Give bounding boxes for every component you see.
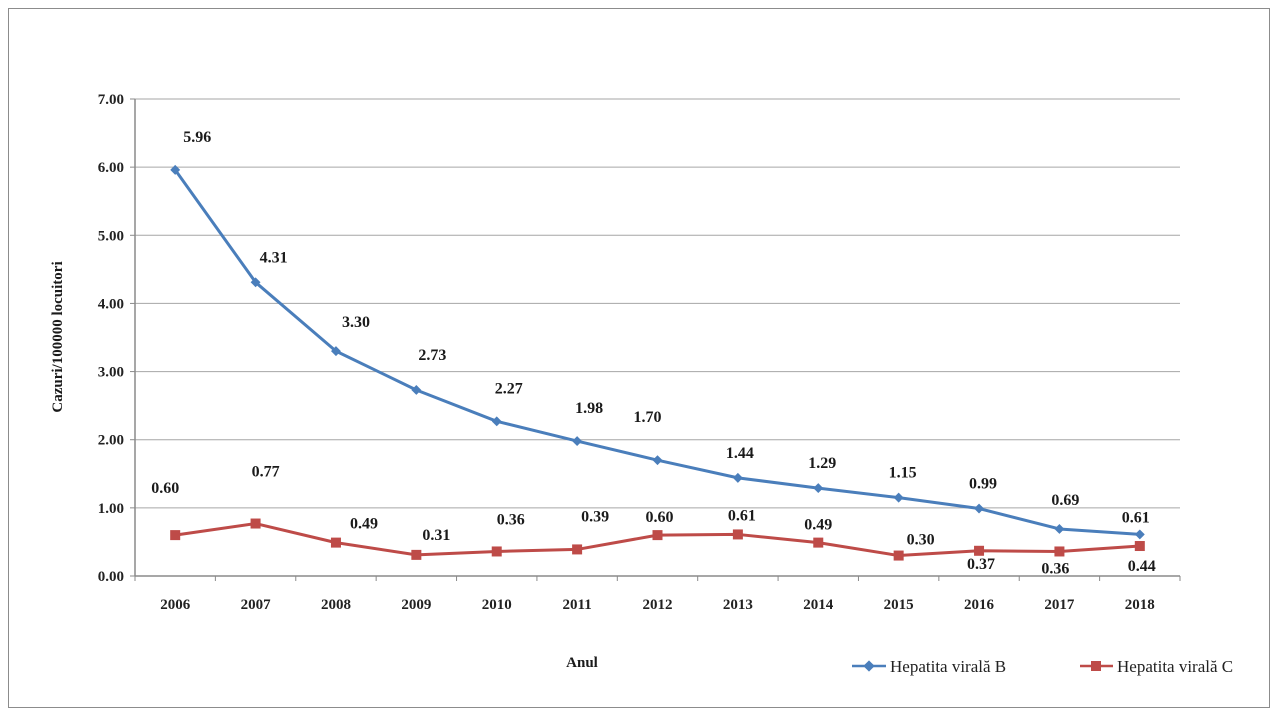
data-point xyxy=(974,545,985,556)
data-label: 0.37 xyxy=(967,556,995,573)
legend-marker-hepatita-b xyxy=(863,660,875,672)
x-axis-title: Anul xyxy=(566,655,598,671)
y-axis-title: Cazuri/100000 locuitori xyxy=(50,261,66,412)
legend-label-hepatita-c: Hepatita virală C xyxy=(1117,657,1233,676)
data-label: 0.44 xyxy=(1128,558,1156,575)
data-label: 2.73 xyxy=(418,347,446,364)
series-group xyxy=(170,164,1145,561)
x-tick-label: 2014 xyxy=(803,597,834,613)
data-point xyxy=(813,537,824,548)
data-point xyxy=(1134,541,1145,552)
data-label: 0.49 xyxy=(350,516,378,533)
legend-label-hepatita-b: Hepatita virală B xyxy=(890,657,1006,676)
grid-lines xyxy=(130,98,1181,581)
data-label: 1.98 xyxy=(575,400,603,417)
data-label: 5.96 xyxy=(183,129,211,146)
data-point xyxy=(330,537,341,548)
data-label: 0.49 xyxy=(804,517,832,534)
y-tick-label: 0.00 xyxy=(98,569,124,585)
data-point xyxy=(1054,524,1065,534)
data-point xyxy=(170,164,181,175)
data-label: 0.31 xyxy=(422,527,450,544)
data-point xyxy=(1054,546,1065,557)
data-point xyxy=(893,492,904,503)
data-label: 3.30 xyxy=(342,314,370,331)
data-label: 0.36 xyxy=(497,511,525,528)
data-point xyxy=(1134,529,1145,540)
data-label: 0.69 xyxy=(1051,492,1079,509)
x-tick-label: 2012 xyxy=(643,597,673,613)
data-point xyxy=(491,416,502,427)
data-point xyxy=(652,530,663,541)
data-label: 0.60 xyxy=(151,480,179,497)
data-point xyxy=(652,455,663,466)
data-labels: 5.96 4.31 3.30 2.73 2.27 1.98 1.70 1.44 1.29 1.15… xyxy=(151,129,1156,578)
data-point xyxy=(170,530,181,541)
data-label: 1.15 xyxy=(889,465,917,482)
data-label: 0.99 xyxy=(969,476,997,493)
data-label: 1.70 xyxy=(634,409,662,426)
y-tick-label: 1.00 xyxy=(98,501,124,517)
x-tick-label: 2006 xyxy=(160,597,191,613)
data-point xyxy=(411,549,422,560)
data-point xyxy=(411,385,422,395)
data-point xyxy=(572,544,583,555)
y-tick-label: 2.00 xyxy=(98,433,124,449)
legend: Hepatita virală B Hepatita virală C xyxy=(852,657,1233,676)
x-tick-label: 2010 xyxy=(482,597,512,613)
data-point xyxy=(250,518,261,529)
legend-marker-hepatita-c xyxy=(1091,661,1101,671)
x-tick-label: 2017 xyxy=(1044,597,1075,613)
x-tick-label: 2008 xyxy=(321,597,351,613)
data-label: 0.36 xyxy=(1041,560,1069,577)
y-tick-label: 6.00 xyxy=(98,160,124,176)
x-tick-label: 2013 xyxy=(723,597,753,613)
x-tick-label: 2018 xyxy=(1125,597,1155,613)
y-tick-label: 3.00 xyxy=(98,365,124,381)
data-label: 4.31 xyxy=(260,249,288,266)
x-axis-tick-labels: 2006 2007 2008 2009 2010 2011 2012 2013 2014 2015… xyxy=(160,597,1155,613)
x-tick-label: 2007 xyxy=(241,597,272,613)
y-tick-label: 4.00 xyxy=(98,296,124,312)
data-label: 1.44 xyxy=(726,445,754,462)
y-tick-label: 7.00 xyxy=(98,92,124,108)
data-point xyxy=(893,550,904,561)
x-tick-label: 2009 xyxy=(401,597,431,613)
x-tick-label: 2016 xyxy=(964,597,995,613)
data-point xyxy=(331,346,341,357)
data-label: 0.77 xyxy=(252,464,280,481)
data-label: 0.30 xyxy=(907,532,935,549)
data-label: 2.27 xyxy=(495,380,523,397)
y-tick-label: 5.00 xyxy=(98,228,124,244)
legend-item-hepatita-b: Hepatita virală B xyxy=(852,657,1006,676)
data-label: 1.29 xyxy=(808,455,836,472)
y-axis-tick-labels: 0.00 1.00 2.00 3.00 4.00 5.00 6.00 7.00 xyxy=(98,92,124,585)
data-point xyxy=(813,483,824,494)
data-label: 0.61 xyxy=(728,507,756,524)
x-tick-label: 2011 xyxy=(563,597,592,613)
data-point xyxy=(491,546,502,557)
data-label: 0.39 xyxy=(581,508,609,525)
legend-item-hepatita-c: Hepatita virală C xyxy=(1080,657,1233,676)
data-point xyxy=(572,436,583,447)
data-point xyxy=(732,472,743,483)
data-point xyxy=(732,529,743,540)
data-label: 0.61 xyxy=(1122,509,1150,526)
x-tick-label: 2015 xyxy=(884,597,914,613)
data-point xyxy=(974,503,984,514)
data-label: 0.60 xyxy=(646,509,674,526)
chart-frame xyxy=(8,8,1270,708)
